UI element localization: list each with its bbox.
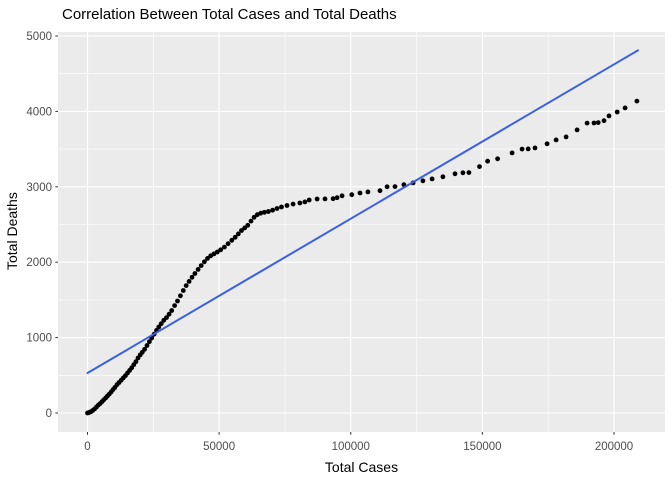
x-tick-label: 50000 xyxy=(203,441,235,453)
data-point xyxy=(180,288,186,293)
data-point xyxy=(195,267,201,272)
data-point xyxy=(420,178,426,184)
x-axis-title: Total Cases xyxy=(324,459,399,475)
data-point xyxy=(614,109,620,115)
data-point xyxy=(339,193,345,199)
data-point xyxy=(205,256,210,261)
x-tick-label: 200000 xyxy=(595,441,633,453)
data-point xyxy=(218,247,224,253)
regression-line xyxy=(86,49,639,375)
data-point xyxy=(306,197,312,203)
data-point xyxy=(166,311,172,317)
data-point xyxy=(229,237,235,243)
data-point xyxy=(270,207,275,213)
data-point xyxy=(284,203,290,208)
data-point xyxy=(202,259,207,265)
data-point xyxy=(429,176,435,182)
y-tick-label: 4000 xyxy=(26,106,52,118)
data-point xyxy=(214,249,220,255)
y-tick-label: 5000 xyxy=(26,31,52,43)
y-axis-title: Total Deaths xyxy=(4,192,20,270)
data-point xyxy=(477,164,482,170)
data-point xyxy=(133,359,139,365)
y-tick-label: 3000 xyxy=(26,182,52,194)
data-point xyxy=(147,339,152,345)
data-point xyxy=(258,210,264,216)
data-point xyxy=(274,206,280,211)
data-point xyxy=(175,298,180,304)
data-point xyxy=(440,174,446,180)
data-point xyxy=(142,346,148,352)
data-point xyxy=(460,170,466,176)
data-point xyxy=(235,231,241,237)
data-point xyxy=(601,118,607,124)
data-point xyxy=(322,196,328,202)
data-point xyxy=(225,241,231,247)
panel-background xyxy=(58,32,665,432)
data-point xyxy=(384,184,390,190)
y-tick-label: 2000 xyxy=(26,257,52,269)
data-point xyxy=(169,308,175,313)
data-point xyxy=(266,209,271,214)
data-point xyxy=(245,222,251,228)
data-point xyxy=(186,279,192,284)
data-point xyxy=(232,234,238,240)
y-tick-label: 1000 xyxy=(26,333,52,345)
data-point xyxy=(178,293,183,299)
data-point xyxy=(334,195,340,201)
data-point xyxy=(192,271,198,276)
data-point xyxy=(290,201,296,207)
data-point xyxy=(183,283,189,288)
data-point xyxy=(532,145,538,151)
data-point xyxy=(452,171,458,177)
data-point xyxy=(144,343,150,348)
data-point xyxy=(158,321,164,327)
data-point xyxy=(634,98,640,104)
x-tick-label: 150000 xyxy=(463,441,501,453)
chart-title: Correlation Between Total Cases and Tota… xyxy=(62,6,397,23)
data-point xyxy=(248,218,254,224)
data-point xyxy=(189,274,195,280)
data-point xyxy=(164,315,169,320)
data-point xyxy=(485,158,490,164)
data-point xyxy=(519,146,525,152)
data-point xyxy=(198,263,204,268)
data-point xyxy=(525,146,531,152)
data-point xyxy=(365,189,371,195)
data-point xyxy=(591,120,597,126)
data-point xyxy=(156,324,162,330)
data-point xyxy=(509,150,515,156)
data-point xyxy=(377,188,383,194)
data-point xyxy=(172,303,178,308)
data-point xyxy=(544,141,550,147)
data-point xyxy=(262,209,267,215)
data-point xyxy=(330,196,336,202)
data-point xyxy=(357,190,363,196)
data-point xyxy=(239,228,244,233)
data-point xyxy=(574,127,580,133)
data-point xyxy=(606,113,612,119)
x-tick-label: 100000 xyxy=(332,441,370,453)
data-point xyxy=(553,137,559,143)
data-point xyxy=(584,120,590,126)
data-point xyxy=(622,105,628,111)
data-point xyxy=(495,156,500,162)
x-tick-label: 0 xyxy=(84,441,90,453)
y-tick-label: 0 xyxy=(46,408,52,420)
data-point xyxy=(297,200,303,206)
data-point xyxy=(466,170,472,176)
data-point xyxy=(222,244,227,250)
data-point xyxy=(595,120,601,125)
data-point xyxy=(349,192,355,198)
data-point xyxy=(251,214,257,220)
data-point xyxy=(279,204,284,210)
data-point xyxy=(314,196,320,202)
data-point xyxy=(563,134,569,140)
data-point xyxy=(302,199,308,205)
data-point xyxy=(392,184,398,190)
